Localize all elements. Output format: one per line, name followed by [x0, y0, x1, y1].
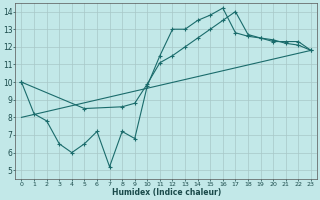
X-axis label: Humidex (Indice chaleur): Humidex (Indice chaleur) — [112, 188, 221, 197]
